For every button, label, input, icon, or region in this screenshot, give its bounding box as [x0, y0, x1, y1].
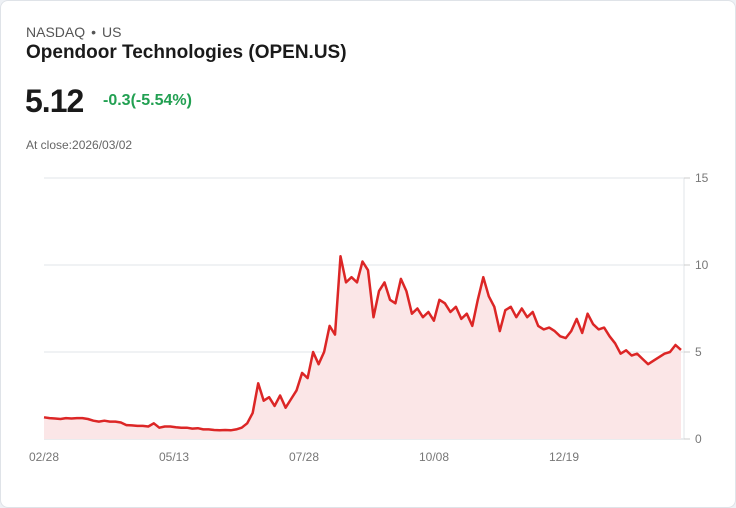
x-tick-0728: 07/28	[289, 450, 319, 464]
exchange-name: NASDAQ	[26, 24, 86, 40]
y-axis: 15 10 5 0	[684, 171, 709, 446]
close-date: At close:2026/03/02	[26, 138, 133, 152]
y-tick-0: 0	[695, 432, 702, 446]
x-tick-1219: 12/19	[549, 450, 579, 464]
y-tick-15: 15	[695, 171, 709, 185]
x-tick-0513: 05/13	[159, 450, 189, 464]
price-change: -0.3(-5.54%)	[103, 92, 192, 109]
stock-title: Opendoor Technologies (OPEN.US)	[26, 42, 347, 63]
y-tick-10: 10	[695, 258, 709, 272]
x-tick-0228: 02/28	[29, 450, 59, 464]
exchange-line: NASDAQ • US	[26, 24, 121, 40]
price-line	[43, 255, 682, 432]
region-name: US	[102, 24, 122, 40]
current-price: 5.12	[25, 83, 84, 119]
price-chart[interactable]: 15 10 5 0 02/28 05/13 07/28 10/08 12/19	[1, 161, 736, 471]
separator-dot: •	[91, 24, 97, 40]
x-axis: 02/28 05/13 07/28 10/08 12/19	[29, 450, 579, 464]
price-area-fill	[44, 256, 681, 439]
x-tick-1008: 10/08	[419, 450, 449, 464]
y-tick-5: 5	[695, 345, 702, 359]
